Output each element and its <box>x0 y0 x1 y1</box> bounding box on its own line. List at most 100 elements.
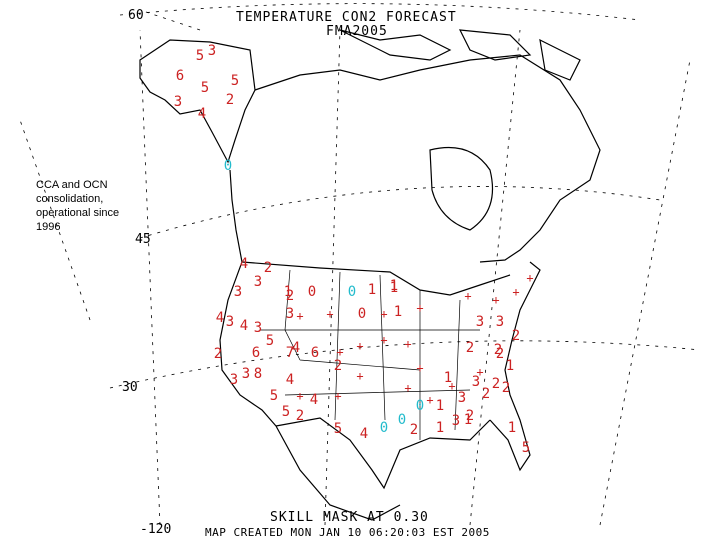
forecast-value-marker: 2 <box>492 376 500 392</box>
lon-label-120: -120 <box>140 522 172 537</box>
forecast-value-marker: 8 <box>254 366 262 382</box>
west-coast <box>219 169 277 427</box>
forecast-value-marker: 2 <box>286 288 294 304</box>
forecast-value-marker: 5 <box>196 48 204 64</box>
plus-marker: + <box>512 285 519 299</box>
forecast-value-marker: 2 <box>482 386 490 402</box>
forecast-value-marker: 1 <box>390 278 398 294</box>
mexico-outline <box>275 425 401 521</box>
plus-marker: + <box>404 381 411 395</box>
grid-lon-165 <box>139 9 201 31</box>
forecast-value-marker: 4 <box>292 340 300 356</box>
side-note: CCA and OCN consolidation, operational s… <box>36 179 120 233</box>
forecast-value-marker: 1 <box>436 398 444 414</box>
map-subtitle: FMA2005 <box>326 24 388 39</box>
forecast-value-marker: 3 <box>234 284 242 300</box>
forecast-value-marker: 2 <box>502 380 510 396</box>
forecast-value-marker: 5 <box>522 440 530 456</box>
forecast-value-marker: 2 <box>296 408 304 424</box>
forecast-value-marker: 2 <box>466 408 474 424</box>
forecast-value-marker: 4 <box>216 310 224 326</box>
lat-label-45: 45 <box>135 232 151 247</box>
forecast-value-marker: 6 <box>311 345 319 361</box>
plus-marker: + <box>464 289 471 303</box>
plus-marker: + <box>380 307 387 321</box>
forecast-value-marker: 3 <box>452 413 460 429</box>
forecast-value-marker: 2 <box>512 328 520 344</box>
grid-lon-120 <box>139 29 161 526</box>
plus-marker: + <box>416 361 423 375</box>
plus-marker: + <box>448 379 455 393</box>
forecast-value-marker: 3 <box>208 43 216 59</box>
forecast-value-marker: 4 <box>360 426 368 442</box>
forecast-value-marker: 1 <box>508 420 516 436</box>
forecast-value-marker: 2 <box>494 342 502 358</box>
forecast-value-marker: 4 <box>286 372 294 388</box>
forecast-value-marker: 7 <box>286 345 294 361</box>
forecast-value-marker: 1 <box>464 412 472 428</box>
forecast-value-marker: 2 <box>410 422 418 438</box>
forecast-value-marker: 3 <box>226 314 234 330</box>
plus-marker: + <box>334 389 341 403</box>
forecast-value-marker: 6 <box>176 68 184 84</box>
grid-lat-30 <box>109 340 701 389</box>
east-coast <box>489 261 541 472</box>
forecast-value-marker: 5 <box>282 404 290 420</box>
plus-marker: + <box>336 345 343 359</box>
forecast-value-marker: 5 <box>266 333 274 349</box>
forecast-value-marker: 3 <box>242 366 250 382</box>
grid-lon-105 <box>324 29 341 526</box>
us-southern-border <box>275 417 491 490</box>
plus-marker: + <box>404 337 411 351</box>
forecast-value-marker: 0 <box>416 398 424 414</box>
grid-lat-45 <box>139 186 661 239</box>
alaska-outline <box>139 39 256 164</box>
forecast-value-marker: 3 <box>476 314 484 330</box>
forecast-value-marker: 2 <box>214 346 222 362</box>
forecast-value-marker: 5 <box>270 388 278 404</box>
forecast-value-marker: 5 <box>231 73 239 89</box>
lat-label-30: 30 <box>122 380 138 395</box>
arctic-islands <box>339 29 581 81</box>
plus-marker: + <box>296 309 303 323</box>
hudson-bay <box>429 146 494 231</box>
forecast-value-marker: 1 <box>436 420 444 436</box>
forecast-value-marker: 2 <box>226 92 234 108</box>
canada-north-outline <box>254 54 601 263</box>
plus-marker: + <box>492 293 499 307</box>
north-america-outline <box>139 29 601 521</box>
map-title: TEMPERATURE CON2 FORECAST <box>236 10 457 25</box>
state-lines <box>260 269 480 440</box>
forecast-value-marker: 0 <box>224 158 232 174</box>
forecast-value-marker: 5 <box>201 80 209 96</box>
plus-marker: + <box>326 307 333 321</box>
forecast-value-marker: 1 <box>284 284 292 300</box>
grid-lon-75 <box>599 59 691 526</box>
forecast-value-marker: 1 <box>390 280 398 296</box>
forecast-value-marker: 2 <box>264 260 272 276</box>
forecast-value-marker: 2 <box>334 358 342 374</box>
grid-lon-90 <box>469 29 521 526</box>
forecast-value-marker: 3 <box>496 314 504 330</box>
lat-lon-grid <box>19 3 701 526</box>
forecast-value-marker: 1 <box>506 358 514 374</box>
forecast-value-marker: 3 <box>254 320 262 336</box>
plus-marker: + <box>356 369 363 383</box>
plus-marker: + <box>296 389 303 403</box>
forecast-value-marker: 2 <box>496 346 504 362</box>
forecast-value-marker: 2 <box>466 340 474 356</box>
plus-marker: + <box>356 339 363 353</box>
plus-marker: + <box>426 393 433 407</box>
forecast-value-marker: 1 <box>444 370 452 386</box>
plus-markers: + + + + + + + + + + + + + + + + + + + + <box>296 271 533 407</box>
forecast-value-marker: 3 <box>254 274 262 290</box>
forecast-value-marker: 0 <box>348 284 356 300</box>
forecast-value-marker: 0 <box>380 420 388 436</box>
forecast-value-marker: 1 <box>368 282 376 298</box>
forecast-value-marker: 3 <box>458 390 466 406</box>
forecast-value-marker: 3 <box>472 374 480 390</box>
forecast-value-marker: 0 <box>308 284 316 300</box>
forecast-value-marker: 6 <box>252 345 260 361</box>
